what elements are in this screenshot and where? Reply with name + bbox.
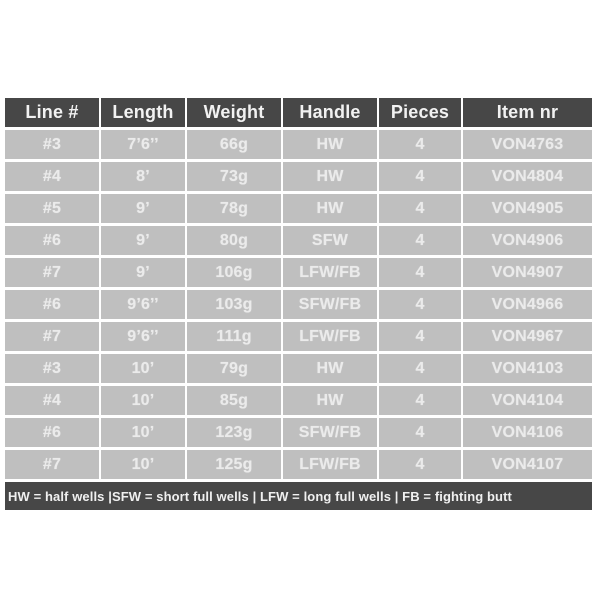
cell-pieces: 4 — [379, 290, 461, 319]
cell-line-number: #7 — [5, 322, 99, 351]
table-row: #3 7’6’’ 66g HW 4 VON4763 — [5, 130, 592, 159]
cell-length: 10’ — [101, 450, 185, 479]
cell-length: 7’6’’ — [101, 130, 185, 159]
cell-line-number: #6 — [5, 290, 99, 319]
cell-pieces: 4 — [379, 418, 461, 447]
cell-weight: 80g — [187, 226, 281, 255]
table-row: #4 10’ 85g HW 4 VON4104 — [5, 386, 592, 415]
cell-line-number: #4 — [5, 386, 99, 415]
table-row: #6 10’ 123g SFW/FB 4 VON4106 — [5, 418, 592, 447]
cell-handle: LFW/FB — [283, 450, 377, 479]
cell-weight: 79g — [187, 354, 281, 383]
column-header-weight: Weight — [187, 98, 281, 127]
cell-item-nr: VON4966 — [463, 290, 592, 319]
column-header-pieces: Pieces — [379, 98, 461, 127]
cell-item-nr: VON4763 — [463, 130, 592, 159]
cell-item-nr: VON4107 — [463, 450, 592, 479]
column-header-line-number: Line # — [5, 98, 99, 127]
cell-handle: HW — [283, 354, 377, 383]
cell-length: 10’ — [101, 386, 185, 415]
cell-item-nr: VON4804 — [463, 162, 592, 191]
cell-item-nr: VON4103 — [463, 354, 592, 383]
cell-line-number: #3 — [5, 354, 99, 383]
cell-handle: HW — [283, 386, 377, 415]
cell-pieces: 4 — [379, 450, 461, 479]
cell-line-number: #5 — [5, 194, 99, 223]
cell-handle: SFW — [283, 226, 377, 255]
cell-length: 10’ — [101, 418, 185, 447]
cell-line-number: #6 — [5, 418, 99, 447]
cell-pieces: 4 — [379, 194, 461, 223]
cell-length: 9’ — [101, 226, 185, 255]
table-row: #7 9’6’’ 111g LFW/FB 4 VON4967 — [5, 322, 592, 351]
table-row: #7 9’ 106g LFW/FB 4 VON4907 — [5, 258, 592, 287]
table-row: #3 10’ 79g HW 4 VON4103 — [5, 354, 592, 383]
cell-handle: HW — [283, 130, 377, 159]
cell-pieces: 4 — [379, 386, 461, 415]
cell-item-nr: VON4104 — [463, 386, 592, 415]
cell-line-number: #7 — [5, 450, 99, 479]
cell-length: 9’6’’ — [101, 290, 185, 319]
cell-weight: 66g — [187, 130, 281, 159]
cell-item-nr: VON4967 — [463, 322, 592, 351]
cell-item-nr: VON4906 — [463, 226, 592, 255]
spec-table-container: Line # Length Weight Handle Pieces Item nr #3… — [3, 95, 594, 513]
table-body: #3 7’6’’ 66g HW 4 VON4763 #4 8’ 73g HW 4 VON4804 #5 9… — [5, 130, 592, 479]
cell-item-nr: VON4905 — [463, 194, 592, 223]
cell-weight: 106g — [187, 258, 281, 287]
cell-pieces: 4 — [379, 130, 461, 159]
cell-pieces: 4 — [379, 162, 461, 191]
cell-line-number: #4 — [5, 162, 99, 191]
cell-weight: 85g — [187, 386, 281, 415]
cell-length: 9’6’’ — [101, 322, 185, 351]
table-row: #6 9’6’’ 103g SFW/FB 4 VON4966 — [5, 290, 592, 319]
table-row: #6 9’ 80g SFW 4 VON4906 — [5, 226, 592, 255]
cell-weight: 123g — [187, 418, 281, 447]
cell-weight: 111g — [187, 322, 281, 351]
column-header-item-nr: Item nr — [463, 98, 592, 127]
cell-weight: 73g — [187, 162, 281, 191]
cell-handle: LFW/FB — [283, 258, 377, 287]
table-row: #4 8’ 73g HW 4 VON4804 — [5, 162, 592, 191]
legend-footnote: HW = half wells |SFW = short full wells … — [5, 482, 592, 510]
cell-item-nr: VON4907 — [463, 258, 592, 287]
cell-handle: SFW/FB — [283, 418, 377, 447]
cell-line-number: #6 — [5, 226, 99, 255]
cell-length: 8’ — [101, 162, 185, 191]
cell-handle: HW — [283, 194, 377, 223]
cell-weight: 125g — [187, 450, 281, 479]
cell-line-number: #7 — [5, 258, 99, 287]
cell-pieces: 4 — [379, 258, 461, 287]
cell-item-nr: VON4106 — [463, 418, 592, 447]
footnote-row: HW = half wells |SFW = short full wells … — [5, 482, 592, 510]
cell-weight: 103g — [187, 290, 281, 319]
cell-pieces: 4 — [379, 354, 461, 383]
cell-handle: SFW/FB — [283, 290, 377, 319]
rod-spec-table: Line # Length Weight Handle Pieces Item nr #3… — [3, 95, 594, 513]
cell-length: 9’ — [101, 258, 185, 287]
cell-pieces: 4 — [379, 322, 461, 351]
cell-length: 9’ — [101, 194, 185, 223]
table-row: #5 9’ 78g HW 4 VON4905 — [5, 194, 592, 223]
cell-weight: 78g — [187, 194, 281, 223]
cell-handle: HW — [283, 162, 377, 191]
column-header-handle: Handle — [283, 98, 377, 127]
column-header-length: Length — [101, 98, 185, 127]
table-row: #7 10’ 125g LFW/FB 4 VON4107 — [5, 450, 592, 479]
header-row: Line # Length Weight Handle Pieces Item nr — [5, 98, 592, 127]
cell-length: 10’ — [101, 354, 185, 383]
cell-handle: LFW/FB — [283, 322, 377, 351]
cell-pieces: 4 — [379, 226, 461, 255]
cell-line-number: #3 — [5, 130, 99, 159]
